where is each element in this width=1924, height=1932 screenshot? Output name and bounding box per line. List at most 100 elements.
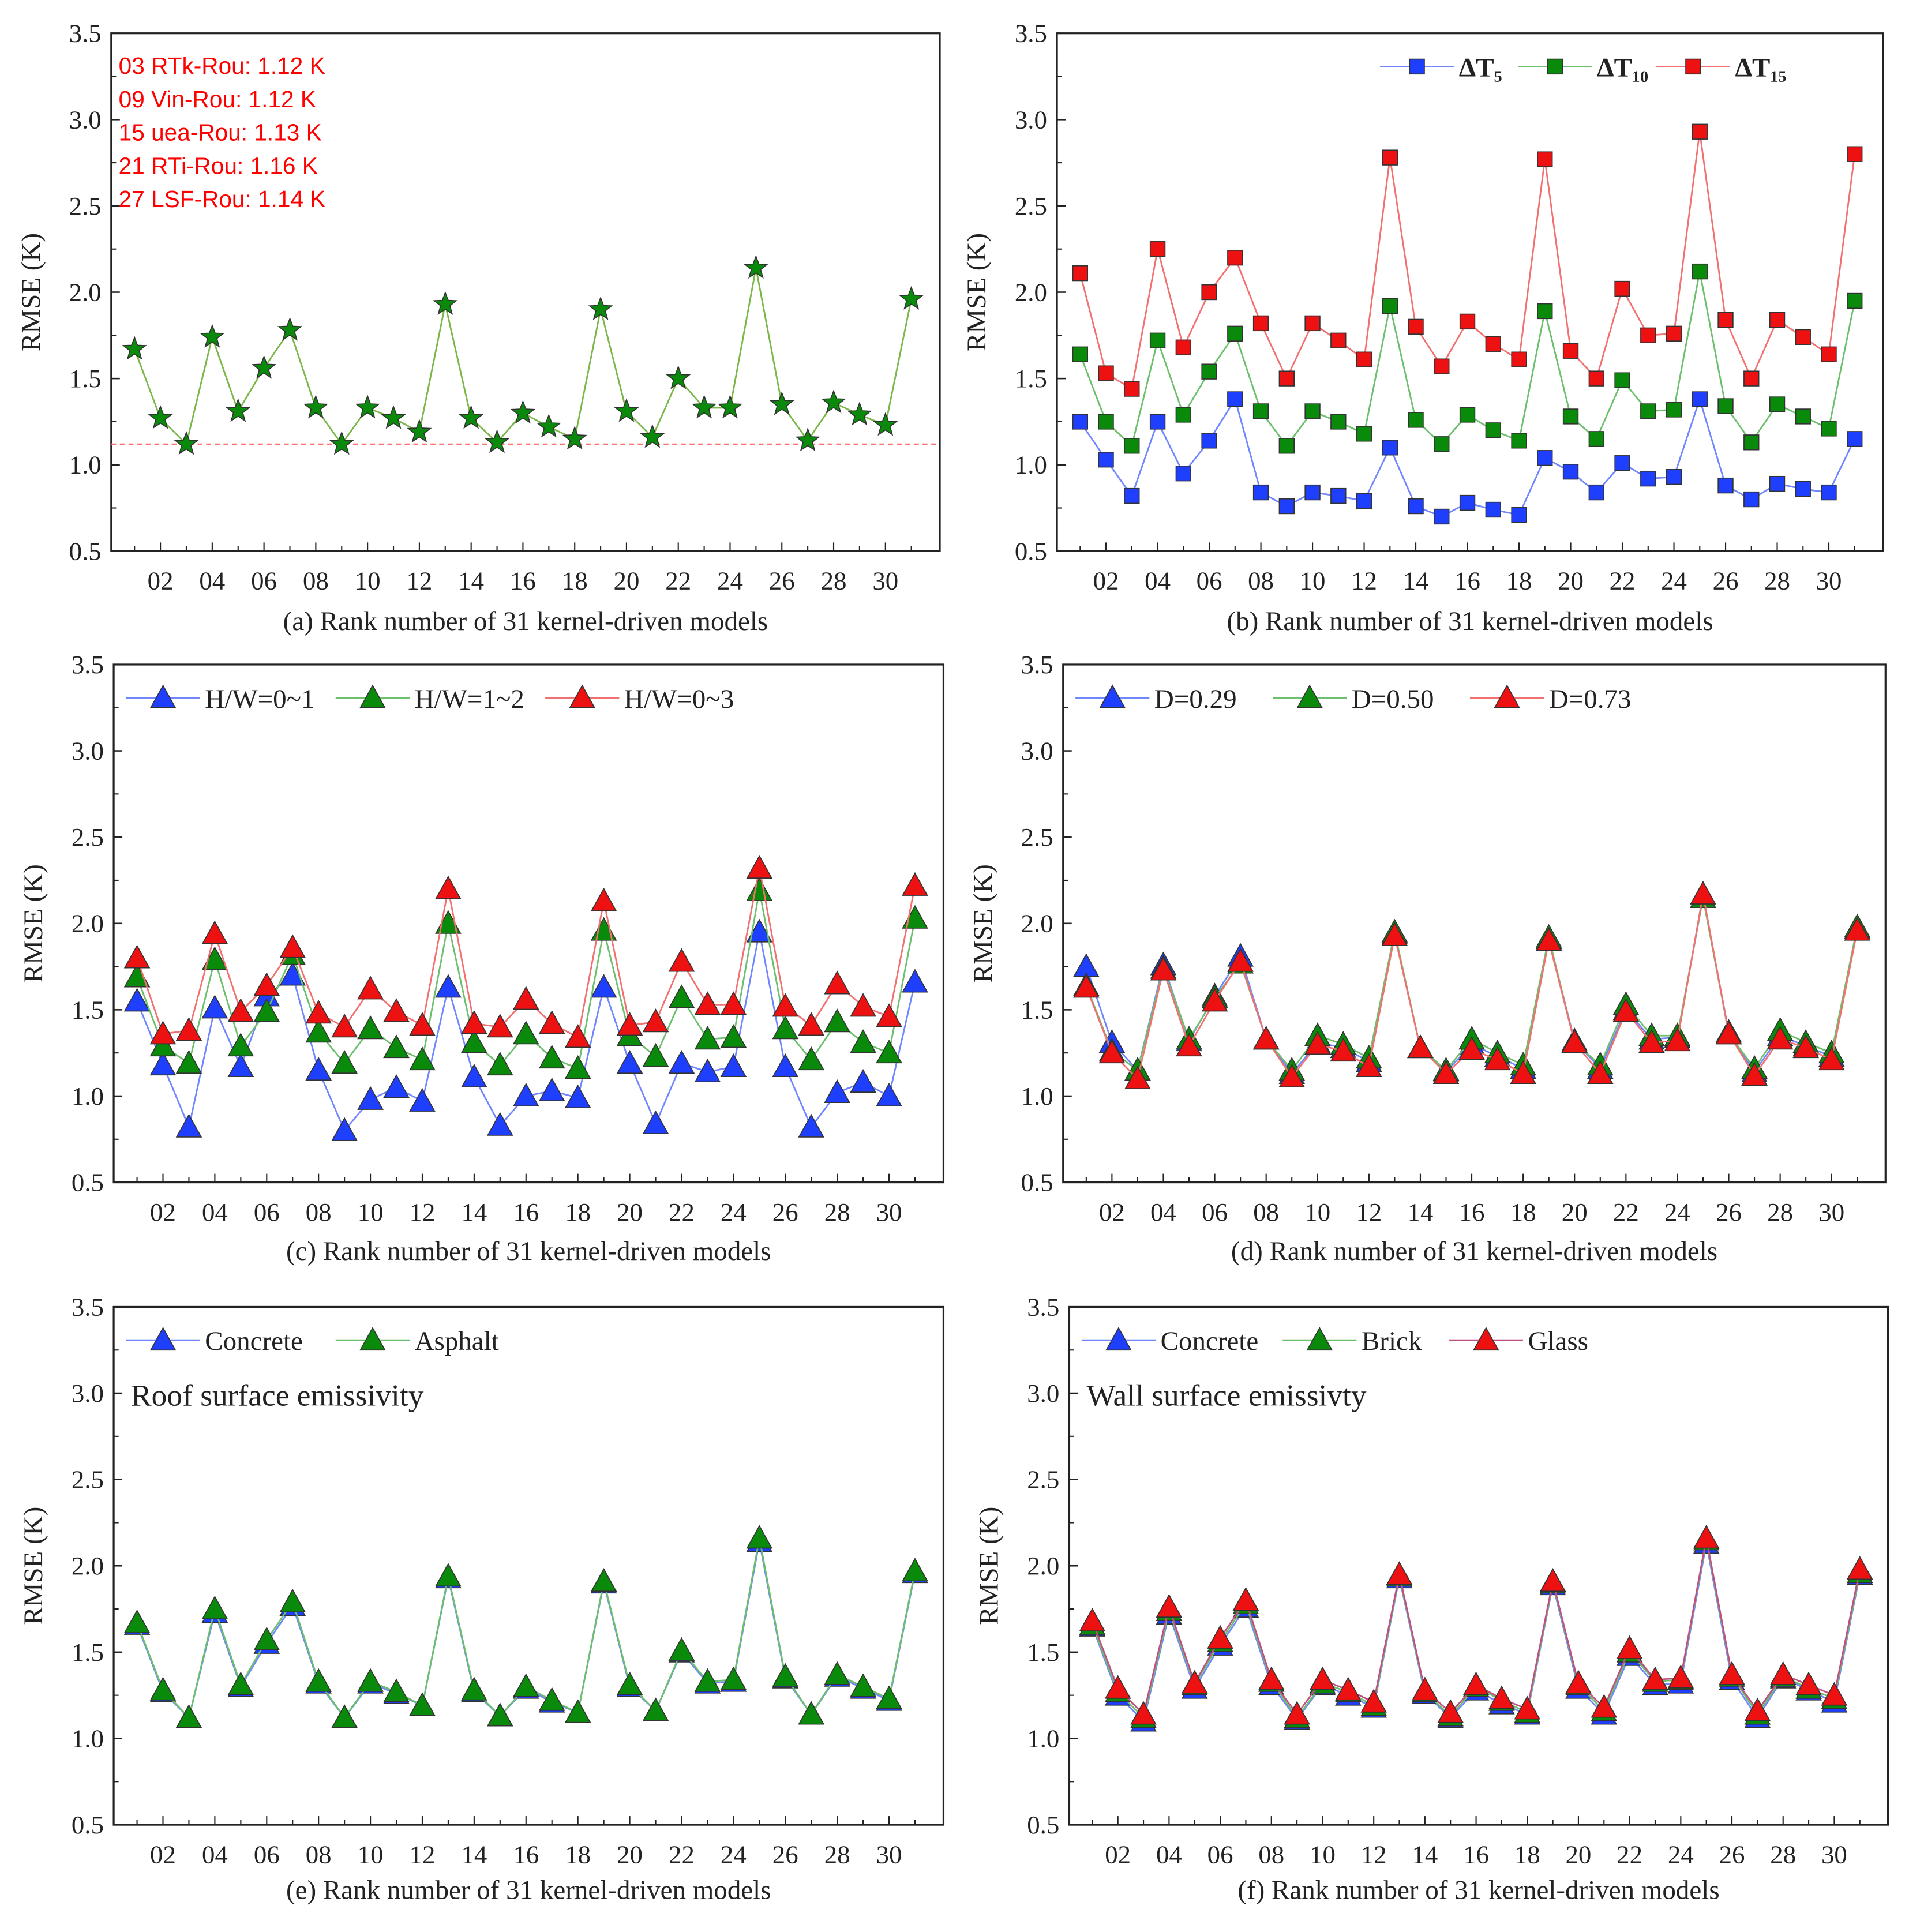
data-point [1692, 263, 1708, 280]
legend-label: D=0.73 [1549, 684, 1632, 714]
x-tick-label: 02 [1105, 1840, 1131, 1869]
data-point [1227, 391, 1243, 407]
data-point [1432, 1060, 1460, 1085]
data-point [1614, 280, 1630, 297]
x-tick-label: 12 [406, 567, 432, 595]
legend-label: ΔT₁₀ [1597, 53, 1648, 83]
data-point [149, 1021, 177, 1045]
data-point [1072, 414, 1089, 430]
data-point [1690, 880, 1716, 905]
x-tick-label: 24 [1661, 567, 1687, 595]
x-tick-label: 20 [617, 1198, 643, 1226]
data-point [824, 970, 850, 995]
data-point [746, 854, 773, 879]
legend-item: ΔT₁₅ [1656, 53, 1787, 83]
legend-marker [1296, 684, 1323, 708]
data-point [409, 1087, 436, 1112]
data-point [175, 1704, 202, 1728]
y-tick-label: 2.5 [1021, 823, 1053, 851]
legend-item: H/W=1~2 [335, 684, 524, 714]
data-point [381, 405, 406, 429]
data-point [614, 398, 639, 422]
data-point [1330, 1038, 1357, 1062]
x-tick-label: 30 [1821, 1840, 1847, 1869]
x-tick-label: 06 [1207, 1840, 1233, 1869]
x-tick-label: 26 [772, 1198, 798, 1226]
data-point [1561, 1029, 1588, 1053]
data-point [1717, 398, 1734, 414]
data-point [1769, 312, 1786, 328]
data-point [1485, 336, 1501, 352]
data-point [1537, 450, 1553, 466]
panel-a: 0.5 1.0 1.5 2.0 2.5 3.0 3.5 02 04 06 08 10 12 14 16 18 2… [16, 19, 941, 636]
data-point [642, 1110, 669, 1134]
data-point [253, 972, 280, 996]
data-point [331, 1704, 358, 1728]
series-2 [1073, 880, 1871, 1090]
annotation-text: 27 LSF-Rou: 1.14 K [119, 186, 326, 212]
y-axis-label: RMSE (K) [974, 1507, 1004, 1625]
y-tick-label: 2.5 [72, 823, 104, 851]
data-point [743, 254, 768, 279]
x-tick-label: 02 [1099, 1198, 1125, 1226]
series-line [1079, 132, 1856, 391]
data-point [694, 1668, 721, 1692]
data-point [227, 1671, 254, 1695]
data-point [149, 1051, 177, 1076]
data-point [512, 986, 539, 1010]
data-point [1381, 922, 1408, 946]
data-point [1098, 414, 1114, 430]
data-point [1201, 284, 1217, 301]
data-point [305, 1019, 332, 1043]
data-point [668, 1049, 695, 1074]
x-tick-label: 30 [876, 1840, 902, 1869]
data-point [1232, 1586, 1259, 1611]
data-point [303, 395, 328, 419]
data-point [174, 431, 199, 455]
data-point [357, 1086, 384, 1110]
data-point [1201, 433, 1217, 449]
data-point [772, 1663, 799, 1687]
data-point [1227, 948, 1254, 972]
data-point [1252, 315, 1269, 332]
data-point [795, 427, 820, 452]
data-point [1719, 1661, 1745, 1685]
x-tick-label: 26 [1719, 1840, 1745, 1869]
x-tick-label: 20 [617, 1840, 643, 1869]
data-point [1638, 1029, 1665, 1053]
x-tick-label: 12 [410, 1198, 436, 1226]
legend-marker [1306, 1327, 1333, 1351]
data-point [1640, 470, 1656, 487]
data-point [409, 1692, 436, 1716]
data-point [487, 1014, 513, 1038]
data-point [201, 920, 228, 944]
x-tick-label: 04 [202, 1840, 228, 1869]
y-tick-label: 0.5 [72, 1810, 104, 1839]
legend-label: ΔT₁₅ [1735, 53, 1787, 83]
data-point [1666, 402, 1682, 418]
x-tick-label: 16 [1459, 1198, 1485, 1226]
data-point [512, 1021, 539, 1045]
data-point [1459, 313, 1476, 330]
data-point [1769, 475, 1786, 492]
y-tick-label: 1.0 [72, 1724, 104, 1753]
data-point [1818, 1046, 1845, 1071]
x-tick-label: 12 [1361, 1840, 1387, 1869]
x-tick-label: 04 [202, 1198, 228, 1226]
data-point [1769, 1661, 1797, 1685]
data-point [642, 1697, 669, 1721]
legend-label: D=0.50 [1352, 684, 1434, 714]
data-point [459, 405, 484, 429]
data-point [746, 1525, 773, 1549]
legend-item: D=0.73 [1470, 684, 1632, 714]
data-point [798, 1012, 825, 1036]
legend-label: Glass [1528, 1326, 1588, 1356]
data-point [1227, 249, 1243, 266]
data-point [461, 1010, 487, 1034]
data-point [305, 1056, 332, 1081]
data-point [357, 1668, 384, 1692]
data-point [226, 398, 251, 422]
data-point [329, 431, 354, 455]
data-point [484, 429, 510, 453]
data-point [720, 1024, 747, 1048]
